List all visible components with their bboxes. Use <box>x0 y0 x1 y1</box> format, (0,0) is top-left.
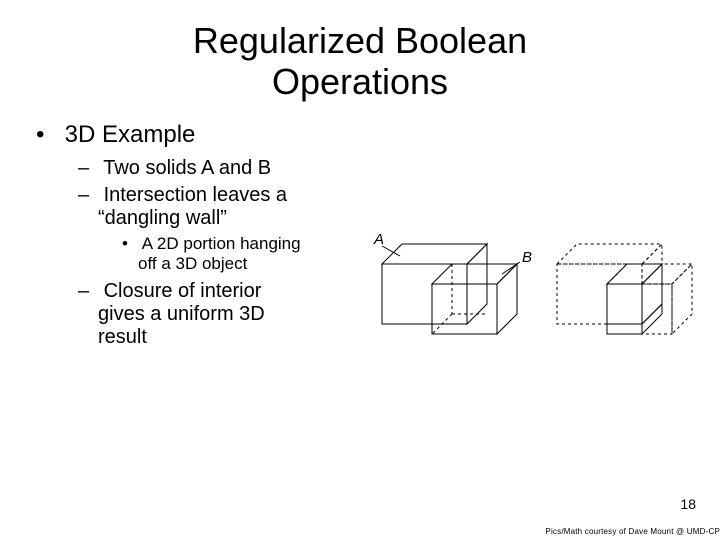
l3-text: A 2D portion hanging <box>142 234 301 253</box>
label-b: B <box>522 249 532 266</box>
diagram-svg: A B <box>372 214 712 374</box>
credit-line: Pics/Math courtesy of Dave Mount @ UMD-C… <box>545 527 720 536</box>
middle-group <box>557 244 692 334</box>
l1-text: 3D Example <box>65 121 196 148</box>
l2-text-0: Two solids A and B <box>103 157 271 179</box>
page-number: 18 <box>680 496 696 512</box>
l2-after-cont2: result <box>98 326 368 349</box>
list-item-l1: 3D Example <box>36 121 690 149</box>
slide: Regularized Boolean Operations 3D Exampl… <box>0 0 720 540</box>
list-item-l3: A 2D portion hanging off a 3D object <box>122 234 382 274</box>
title-line-1: Regularized Boolean <box>193 20 527 61</box>
l2-after-cont: gives a uniform 3D <box>98 303 368 326</box>
l2-after-text: Closure of interior <box>104 280 262 302</box>
left-group: A B <box>373 231 532 334</box>
l2-text-1: Intersection leaves a <box>104 184 287 206</box>
l2-cont-1: “dangling wall” <box>98 207 368 230</box>
list-item-l2: Intersection leaves a “dangling wall” <box>78 184 368 230</box>
label-a: A <box>373 231 384 248</box>
title-line-2: Operations <box>272 61 448 102</box>
list-item-l2: Closure of interior gives a uniform 3D r… <box>78 280 368 349</box>
boolean-ops-diagram: A B <box>372 214 712 374</box>
page-title: Regularized Boolean Operations <box>30 20 690 103</box>
list-item-l2: Two solids A and B <box>78 157 368 180</box>
l3-cont: off a 3D object <box>138 254 382 274</box>
